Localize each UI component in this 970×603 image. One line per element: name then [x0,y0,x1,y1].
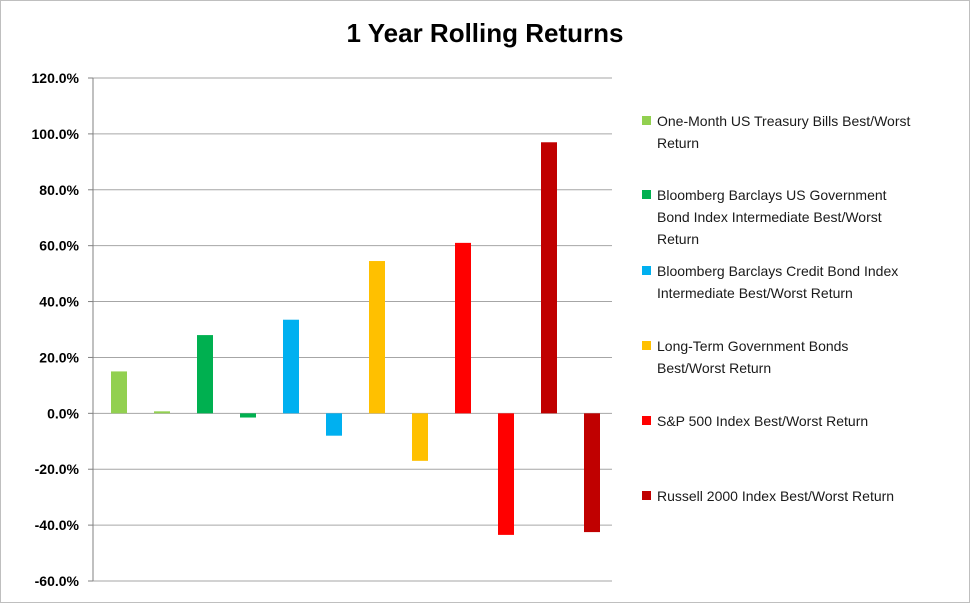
legend-label-line: S&P 500 Index Best/Worst Return [657,413,869,429]
bar [326,413,342,436]
bar [283,319,299,414]
legend-swatch [642,266,651,275]
bar [498,413,514,535]
bar [369,261,385,414]
legend-label: Bloomberg Barclays US Government Bond In… [657,184,947,250]
legend-label-line: Bond Index Intermediate Best/Worst [657,209,882,225]
legend-label: S&P 500 Index Best/Worst Return [657,410,947,432]
bar [541,142,557,414]
legend-label-line: Russell 2000 Index Best/Worst Return [657,488,895,504]
legend-label-line: One-Month US Treasury Bills Best/Worst [657,113,911,129]
y-tick-label: 80.0% [39,182,79,198]
bar [111,371,127,414]
chart-title: 1 Year Rolling Returns [346,18,624,48]
y-tick-label: 20.0% [39,349,79,365]
legend-swatch [642,190,651,199]
legend-label: Long-Term Government Bonds Best/Worst Re… [657,335,947,379]
y-tick-label: 40.0% [39,294,79,310]
legend-label-line: Return [657,135,700,151]
legend-swatch [642,341,651,350]
bar [455,242,471,414]
bar [154,411,170,414]
legend-label-line: Bloomberg Barclays Credit Bond Index [657,263,899,279]
y-tick-label: 120.0% [32,70,80,86]
legend-label-line: Intermediate Best/Worst Return [657,285,853,301]
legend-label: One-Month US Treasury Bills Best/Worst R… [657,110,947,154]
legend-label-line: Bloomberg Barclays US Government [657,187,887,203]
bar [412,413,428,461]
y-tick-label: 60.0% [39,238,79,254]
y-tick-label: -40.0% [35,517,80,533]
legend-swatch [642,116,651,125]
y-tick-label: -20.0% [35,461,80,477]
legend-label: Bloomberg Barclays Credit Bond Index Int… [657,260,947,304]
legend-label-line: Best/Worst Return [657,360,772,376]
y-tick-label: -60.0% [35,573,80,589]
y-tick-label: 0.0% [47,405,79,421]
bar [197,335,213,414]
bar [584,413,600,533]
legend-label-line: Return [657,231,700,247]
legend-swatch [642,491,651,500]
legend-label-line: Long-Term Government Bonds [657,338,849,354]
legend-swatch [642,416,651,425]
legend-label: Russell 2000 Index Best/Worst Return [657,485,947,507]
bar [240,413,256,418]
y-tick-label: 100.0% [32,126,80,142]
